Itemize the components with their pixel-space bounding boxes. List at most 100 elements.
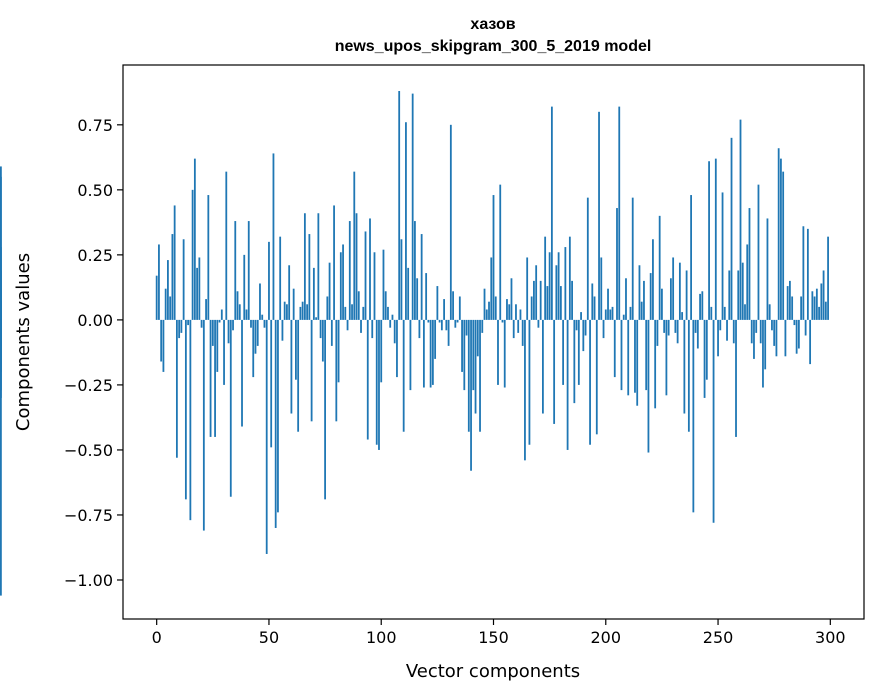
bar-186	[573, 319, 576, 404]
bar-149	[490, 257, 493, 320]
bar-233	[678, 262, 681, 320]
bar-99	[378, 319, 380, 450]
bar-69	[310, 319, 313, 422]
bar-172	[542, 319, 544, 414]
bar-85	[346, 319, 349, 331]
bar-131	[449, 124, 452, 320]
bar-162	[519, 309, 522, 320]
bar-205	[616, 208, 618, 320]
bar-218	[645, 319, 648, 391]
bar-283	[791, 296, 794, 320]
bar-15	[189, 319, 192, 521]
bar-0	[155, 275, 158, 320]
bar-248	[712, 319, 715, 523]
bar-30	[223, 319, 225, 385]
bar-134	[456, 319, 459, 323]
bar-181	[562, 319, 565, 385]
bar-280	[784, 319, 787, 357]
y-axis-label: Components values	[13, 253, 34, 431]
bar-143	[476, 319, 479, 357]
bar-120	[425, 273, 428, 320]
bar-299	[827, 236, 829, 320]
bar-226	[663, 319, 666, 333]
bar-257	[732, 319, 735, 344]
bar-281	[786, 286, 789, 320]
bar-121	[427, 319, 430, 323]
bar-127	[440, 319, 443, 331]
bar-135	[458, 296, 461, 320]
bar-37	[238, 304, 241, 320]
bar-4	[164, 288, 167, 320]
bar-94	[366, 319, 369, 440]
bar-294	[815, 288, 818, 320]
bar-146	[483, 288, 486, 320]
bar-277	[777, 148, 780, 320]
bar-86	[348, 221, 351, 320]
x-tick-label-50: 50	[259, 628, 279, 647]
bar-26	[214, 319, 216, 437]
bar-287	[800, 296, 803, 320]
bar-139	[467, 319, 470, 432]
bar-136	[461, 319, 463, 372]
bar-295	[818, 306, 820, 320]
bar-23	[207, 195, 210, 320]
y-tick-label-4: 0.00	[77, 311, 113, 330]
bar-undefined	[0, 270, 2, 320]
bar-178	[555, 265, 558, 320]
bar-75	[324, 319, 326, 500]
chart-title: хазов	[470, 16, 515, 33]
bar-55	[279, 236, 282, 320]
bar-22	[205, 299, 207, 320]
bar-288	[802, 226, 805, 320]
bar-290	[806, 228, 809, 320]
bar-221	[652, 239, 654, 320]
bar-286	[797, 319, 800, 349]
bar-269	[759, 319, 762, 344]
bar-167	[530, 296, 533, 320]
bar-80	[335, 319, 338, 422]
bar-273	[768, 304, 771, 320]
x-tick-label-150: 150	[478, 628, 509, 647]
bar-183	[566, 319, 569, 450]
bar-255	[728, 270, 731, 320]
bar-35	[234, 221, 237, 320]
bar-182	[564, 247, 567, 320]
bar-108	[398, 91, 401, 320]
bar-49	[265, 319, 268, 554]
bar-198	[600, 257, 603, 320]
bar-240	[694, 319, 697, 333]
bar-163	[521, 319, 524, 346]
bar-33	[229, 319, 232, 497]
bar-235	[683, 319, 686, 414]
y-tick-label-1: −0.75	[64, 506, 113, 525]
bar-59	[288, 265, 291, 320]
bar-170	[537, 319, 540, 328]
bar-252	[721, 192, 724, 320]
bar-174	[546, 286, 549, 320]
x-axis-label: Vector components	[406, 661, 580, 682]
bar-128	[443, 299, 445, 320]
bar-279	[782, 171, 785, 320]
bar-161	[517, 319, 520, 333]
bar-61	[292, 288, 295, 320]
bar-253	[723, 306, 726, 320]
bar-260	[739, 119, 742, 320]
bar-3	[162, 319, 165, 372]
bar-118	[420, 234, 423, 320]
bar-267	[755, 319, 758, 333]
bar-197	[598, 111, 600, 320]
bar-58	[286, 304, 288, 320]
bar-83	[342, 244, 344, 320]
bar-155	[503, 319, 506, 388]
bar-100	[380, 319, 383, 383]
bar-296	[820, 283, 823, 320]
bar-2	[160, 319, 163, 362]
bar-34	[232, 319, 234, 331]
bar-195	[593, 296, 596, 320]
bar-91	[360, 319, 362, 333]
bar-171	[539, 280, 542, 320]
bar-262	[744, 304, 746, 320]
bar-189	[580, 312, 582, 320]
bar-undefined	[0, 319, 2, 391]
bar-238	[690, 195, 692, 320]
